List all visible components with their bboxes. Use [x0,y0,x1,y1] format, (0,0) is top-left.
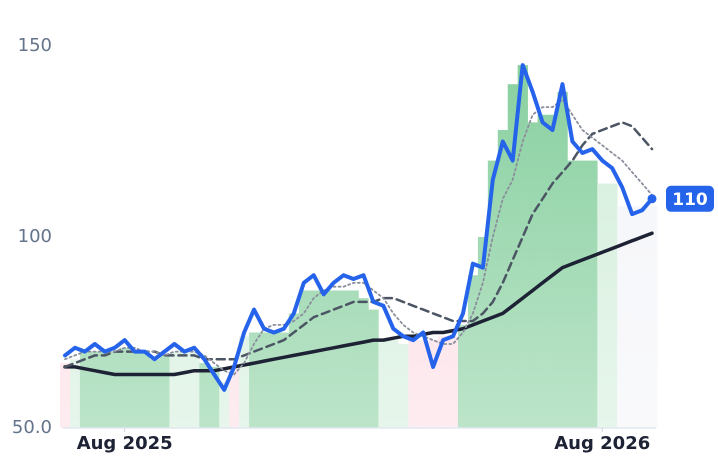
y-tick-label: 50.0 [12,417,52,438]
series-line [63,231,654,377]
background-bars [60,46,658,429]
last-price-badge [666,185,714,212]
x-tick-label: Aug 2026 [554,433,650,454]
series-line [63,63,654,392]
y-tick-label: 150 [18,35,52,56]
x-tick-label: Aug 2025 [77,433,173,454]
axes: 50.0 100 150 Aug 2025 Aug 2026 [12,35,656,454]
last-point [647,194,657,204]
last-price-label: 110 [672,190,708,210]
series-line [63,121,654,369]
y-tick-label: 100 [18,226,52,247]
lines: 110 [63,63,714,392]
